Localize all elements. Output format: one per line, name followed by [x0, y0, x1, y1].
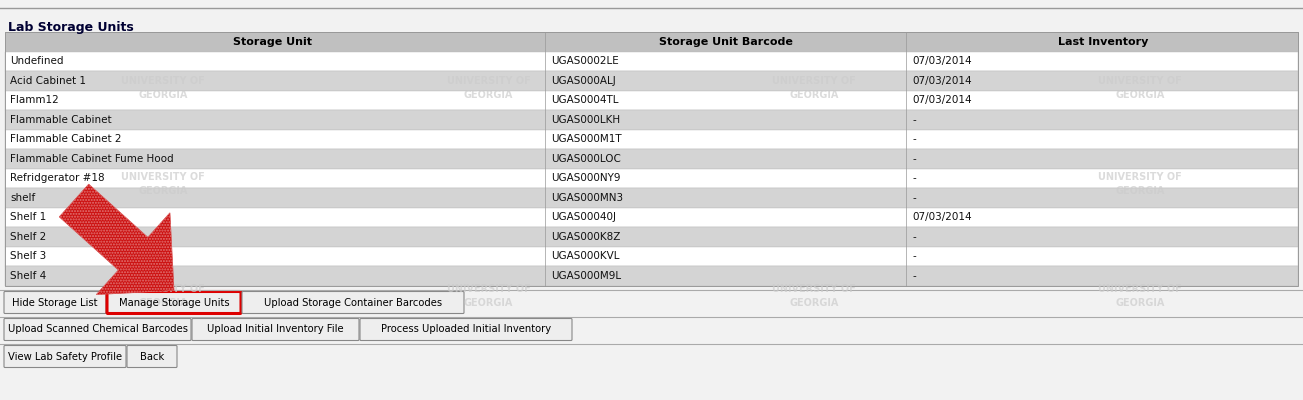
- Text: UGAS000M1T: UGAS000M1T: [551, 134, 622, 144]
- Text: Last Inventory: Last Inventory: [1058, 37, 1149, 47]
- FancyBboxPatch shape: [5, 188, 1298, 208]
- Text: UNIVERSITY OF
GEORGIA: UNIVERSITY OF GEORGIA: [121, 172, 205, 196]
- Text: Acid Cabinet 1: Acid Cabinet 1: [10, 76, 86, 86]
- Text: Flammable Cabinet: Flammable Cabinet: [10, 115, 112, 125]
- Text: UNIVERSITY OF
GEORGIA: UNIVERSITY OF GEORGIA: [1098, 284, 1182, 308]
- FancyBboxPatch shape: [4, 292, 106, 314]
- Text: shelf: shelf: [10, 193, 35, 203]
- Text: Storage Unit: Storage Unit: [233, 37, 311, 47]
- Text: Manage Storage Units: Manage Storage Units: [119, 298, 229, 308]
- FancyBboxPatch shape: [5, 130, 1298, 149]
- Text: Flammable Cabinet 2: Flammable Cabinet 2: [10, 134, 122, 144]
- FancyBboxPatch shape: [360, 318, 572, 340]
- Text: -: -: [912, 173, 916, 183]
- Text: UNIVERSITY OF
GEORGIA: UNIVERSITY OF GEORGIA: [447, 284, 530, 308]
- Text: UNIVERSITY OF
GEORGIA: UNIVERSITY OF GEORGIA: [121, 76, 205, 100]
- Text: UGAS000NY9: UGAS000NY9: [551, 173, 620, 183]
- Text: UGAS0002LE: UGAS0002LE: [551, 56, 619, 66]
- Text: UGAS000KVL: UGAS000KVL: [551, 251, 620, 261]
- Text: -: -: [912, 271, 916, 281]
- Text: -: -: [912, 232, 916, 242]
- Text: UGAS000ALJ: UGAS000ALJ: [551, 76, 616, 86]
- Text: 07/03/2014: 07/03/2014: [912, 56, 972, 66]
- Text: UNIVERSITY OF
GEORGIA: UNIVERSITY OF GEORGIA: [1098, 76, 1182, 100]
- Text: UNIVERSITY OF
GEORGIA: UNIVERSITY OF GEORGIA: [773, 76, 856, 100]
- FancyBboxPatch shape: [5, 168, 1298, 188]
- FancyBboxPatch shape: [5, 52, 1298, 71]
- FancyBboxPatch shape: [5, 32, 1298, 52]
- FancyBboxPatch shape: [4, 318, 192, 340]
- Text: UNIVERSITY OF
GEORGIA: UNIVERSITY OF GEORGIA: [121, 284, 205, 308]
- Text: Flamm12: Flamm12: [10, 95, 59, 105]
- FancyBboxPatch shape: [242, 292, 464, 314]
- FancyBboxPatch shape: [5, 149, 1298, 168]
- Text: Process Uploaded Initial Inventory: Process Uploaded Initial Inventory: [380, 324, 551, 334]
- Text: UGAS00040J: UGAS00040J: [551, 212, 616, 222]
- Text: View Lab Safety Profile: View Lab Safety Profile: [8, 352, 122, 362]
- Text: Shelf 3: Shelf 3: [10, 251, 47, 261]
- Polygon shape: [59, 184, 175, 294]
- FancyBboxPatch shape: [4, 346, 126, 368]
- Text: -: -: [912, 251, 916, 261]
- Text: Upload Scanned Chemical Barcodes: Upload Scanned Chemical Barcodes: [8, 324, 188, 334]
- Text: UGAS000LKH: UGAS000LKH: [551, 115, 620, 125]
- Text: -: -: [912, 154, 916, 164]
- Text: Shelf 4: Shelf 4: [10, 271, 47, 281]
- FancyBboxPatch shape: [5, 246, 1298, 266]
- Text: UGAS000MN3: UGAS000MN3: [551, 193, 623, 203]
- Text: 07/03/2014: 07/03/2014: [912, 95, 972, 105]
- Text: Undefined: Undefined: [10, 56, 64, 66]
- FancyBboxPatch shape: [107, 292, 241, 314]
- Text: Hide Storage List: Hide Storage List: [12, 298, 98, 308]
- FancyBboxPatch shape: [5, 110, 1298, 130]
- Text: UGAS000M9L: UGAS000M9L: [551, 271, 622, 281]
- FancyBboxPatch shape: [5, 208, 1298, 227]
- Text: -: -: [912, 134, 916, 144]
- Text: UNIVERSITY OF
GEORGIA: UNIVERSITY OF GEORGIA: [447, 76, 530, 100]
- Text: UNIVERSITY OF
GEORGIA: UNIVERSITY OF GEORGIA: [1098, 172, 1182, 196]
- Text: -: -: [912, 193, 916, 203]
- Text: Back: Back: [139, 352, 164, 362]
- Text: 07/03/2014: 07/03/2014: [912, 76, 972, 86]
- Text: Shelf 2: Shelf 2: [10, 232, 47, 242]
- Text: 07/03/2014: 07/03/2014: [912, 212, 972, 222]
- FancyBboxPatch shape: [5, 266, 1298, 286]
- FancyBboxPatch shape: [126, 346, 177, 368]
- Text: Flammable Cabinet Fume Hood: Flammable Cabinet Fume Hood: [10, 154, 175, 164]
- Text: Shelf 1: Shelf 1: [10, 212, 47, 222]
- Text: Lab Storage Units: Lab Storage Units: [8, 20, 134, 34]
- Text: -: -: [912, 115, 916, 125]
- Text: Refridgerator #18: Refridgerator #18: [10, 173, 106, 183]
- FancyBboxPatch shape: [5, 90, 1298, 110]
- FancyBboxPatch shape: [192, 318, 360, 340]
- Text: UGAS0004TL: UGAS0004TL: [551, 95, 619, 105]
- Text: UNIVERSITY OF
GEORGIA: UNIVERSITY OF GEORGIA: [773, 284, 856, 308]
- FancyBboxPatch shape: [5, 71, 1298, 90]
- Text: Upload Storage Container Barcodes: Upload Storage Container Barcodes: [265, 298, 442, 308]
- FancyBboxPatch shape: [5, 227, 1298, 246]
- Text: UGAS000K8Z: UGAS000K8Z: [551, 232, 620, 242]
- Text: UGAS000LOC: UGAS000LOC: [551, 154, 622, 164]
- Text: Storage Unit Barcode: Storage Unit Barcode: [659, 37, 792, 47]
- Text: Upload Initial Inventory File: Upload Initial Inventory File: [207, 324, 344, 334]
